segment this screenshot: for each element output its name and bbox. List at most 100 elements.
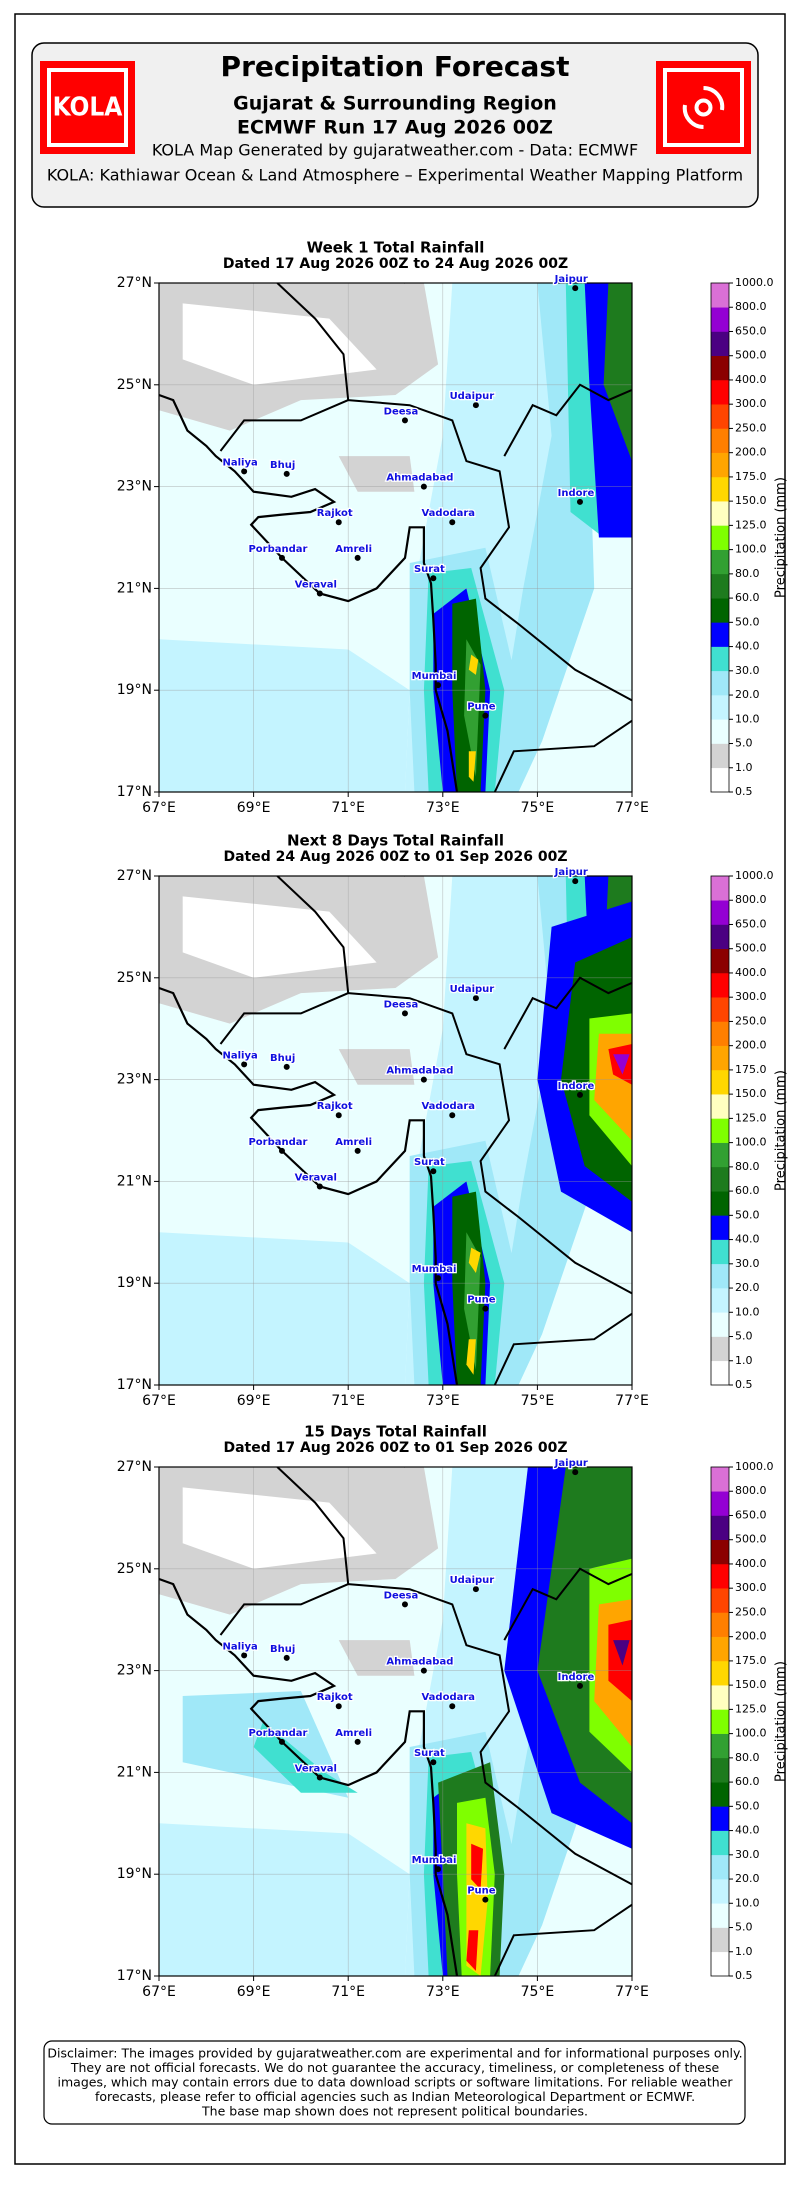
colorbar-label: 5.0 [735, 737, 753, 750]
map-field [159, 876, 632, 1385]
colorbar-cell [711, 1288, 729, 1313]
lon-tick-label: 75°E [521, 1984, 555, 2000]
colorbar-cell [711, 1069, 729, 1095]
city-label: Porbandar [248, 544, 307, 555]
colorbar-label: 10.0 [735, 1305, 760, 1318]
lon-tick-label: 69°E [237, 1393, 271, 1409]
lon-tick-label: 73°E [426, 800, 460, 816]
title: Precipitation Forecast [221, 50, 570, 83]
lon-tick-label: 75°E [521, 1393, 555, 1409]
map-dates: Dated 17 Aug 2026 00Z to 01 Sep 2026 00Z [223, 1440, 567, 1456]
colorbar-label: 800.0 [735, 1484, 767, 1497]
city-label: Naliya [223, 1050, 258, 1061]
city-label: Deesa [384, 999, 419, 1010]
rain-area [182, 303, 377, 385]
colorbar-label: 20.0 [735, 688, 760, 701]
city-label: Porbandar [248, 1137, 307, 1148]
colorbar-label: 400.0 [735, 966, 767, 979]
city-dot [278, 1738, 285, 1745]
colorbar-cell [711, 525, 729, 550]
rain-area [613, 1054, 630, 1075]
rain-area [338, 1640, 415, 1676]
city-dot [335, 519, 342, 526]
rain-area [159, 1232, 410, 1385]
city-label: Bhuj [270, 460, 295, 471]
colorbar-label: 30.0 [735, 664, 760, 677]
colorbar-label: 650.0 [735, 324, 767, 337]
colorbar-label: 800.0 [735, 893, 767, 906]
colorbar-label: 500.0 [735, 942, 767, 955]
rain-area [182, 1487, 377, 1569]
colorbar-cell [711, 1191, 729, 1216]
map-frame [158, 282, 633, 793]
border [503, 976, 632, 1050]
city-label: Mumbai [412, 1264, 457, 1275]
city-dot [241, 1652, 248, 1659]
logo-swirl [682, 86, 725, 129]
map-title: 15 Days Total Rainfall [304, 1423, 487, 1441]
map-frame [158, 875, 633, 1386]
disclaimer-line: Disclaimer: The images provided by gujar… [47, 2046, 742, 2061]
city-dot [354, 554, 361, 561]
colorbar-title: Precipitation (mm) [774, 1661, 789, 1782]
colorbar-label: 80.0 [735, 1751, 760, 1764]
colorbar-label: 800.0 [735, 300, 767, 313]
city-label: Deesa [384, 406, 419, 417]
logo-left [40, 61, 135, 154]
colorbar-cell [711, 1021, 729, 1046]
city-label: Rajkot [317, 1692, 353, 1703]
city-label: Naliya [223, 457, 258, 468]
city-dot [576, 1682, 583, 1689]
lon-tick-label: 71°E [331, 1984, 365, 2000]
city-label: Indore [558, 1672, 595, 1683]
colorbar-label: 250.0 [735, 421, 767, 434]
city-dot [241, 1061, 248, 1068]
city-label: Ahmadabad [386, 1066, 453, 1077]
city-label: Indore [558, 1081, 595, 1092]
logo-text: KOLA [53, 93, 123, 123]
border [503, 383, 632, 457]
colorbar-cell [711, 719, 729, 744]
logo-right [656, 61, 751, 154]
colorbar-label: 100.0 [735, 1727, 767, 1740]
city-dot [449, 1112, 456, 1119]
city-dot [572, 285, 579, 292]
platform: KOLA: Kathiawar Ocean & Land Atmosphere … [47, 166, 743, 185]
colorbar-cell [711, 598, 729, 623]
colorbar-cell [711, 646, 729, 672]
colorbar-label: 150.0 [735, 494, 767, 507]
colorbar-cell [711, 1094, 729, 1119]
colorbar-label: 150.0 [735, 1678, 767, 1691]
city-label: Veraval [295, 1172, 337, 1183]
border [503, 1567, 632, 1641]
rain-area [471, 1843, 483, 1890]
colorbar-cell [711, 1118, 729, 1143]
city-label: Udaipur [450, 1575, 495, 1586]
lat-tick-label: 21°N [117, 1173, 152, 1189]
colorbar-label: 650.0 [735, 1508, 767, 1521]
colorbar-label: 175.0 [735, 1654, 767, 1667]
colorbar-cell [711, 379, 729, 405]
disclaimer-line: forecasts, please refer to official agen… [95, 2089, 695, 2104]
city-dot [283, 1063, 290, 1070]
colorbar-label: 125.0 [735, 1702, 767, 1715]
colorbar-cell [711, 1927, 729, 1953]
lat-tick-label: 25°N [117, 970, 152, 986]
colorbar-cell [711, 1239, 729, 1265]
rain-area [159, 639, 410, 792]
colorbar-cell [711, 1733, 729, 1759]
colorbar-label: 100.0 [735, 1136, 767, 1149]
colorbar-cell [711, 1045, 729, 1071]
city-dot [435, 682, 442, 689]
colorbar-label: 30.0 [735, 1257, 760, 1270]
city-dot [449, 519, 456, 526]
colorbar-cell [711, 404, 729, 429]
colorbar-cell [711, 1166, 729, 1192]
city-label: Vadodara [421, 1101, 475, 1112]
colorbar-cell [711, 1903, 729, 1928]
city-label: Pune [467, 1295, 496, 1306]
border [493, 719, 632, 792]
city-dot [472, 995, 479, 1002]
city-label: Vadodara [421, 1692, 475, 1703]
